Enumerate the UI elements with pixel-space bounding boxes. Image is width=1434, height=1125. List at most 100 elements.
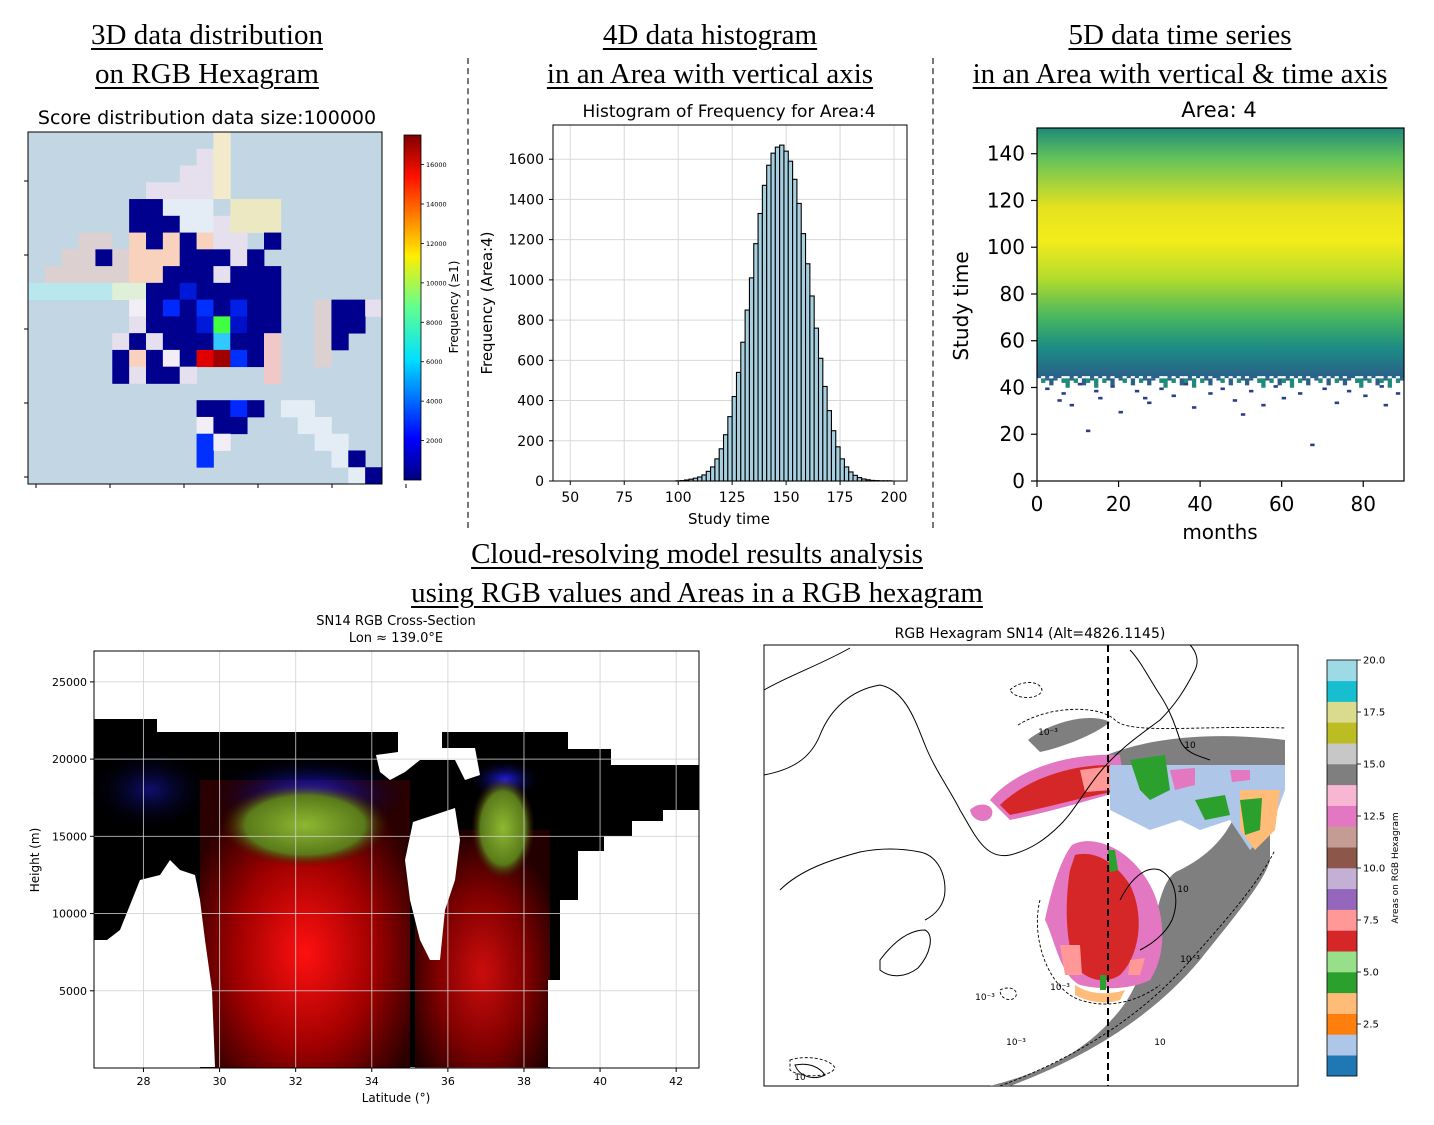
score-cell	[247, 400, 265, 418]
time-series-sparse-point	[1261, 403, 1266, 407]
time-series-sparse-point	[1310, 443, 1315, 447]
time-series-edge-gap	[1085, 376, 1091, 379]
score-cell	[129, 349, 147, 368]
score-cell	[162, 333, 181, 351]
cross-section-frame	[93, 650, 700, 1069]
score-cell	[146, 282, 164, 301]
hexagram-colorbar-tick-label: 20.0	[1363, 656, 1385, 667]
time-series-edge-gap	[1289, 376, 1294, 379]
time-series-sparse-point	[1395, 392, 1401, 395]
score-cell	[247, 349, 265, 368]
score-cell	[213, 266, 231, 284]
score-cell	[213, 299, 231, 317]
time-series-sparse-point	[1208, 392, 1213, 395]
time-series-edge-gap	[1318, 376, 1323, 379]
coastline-japan-1	[1119, 868, 1177, 951]
score-cell	[348, 299, 366, 317]
cross-section-x-tick-label: 42	[669, 1075, 683, 1088]
time-series-edge-cell	[1249, 378, 1254, 381]
score-cell	[179, 266, 197, 284]
score-cell	[331, 450, 349, 468]
time-series-edge-gap	[1081, 376, 1086, 379]
score-cell	[196, 282, 214, 301]
time-series-edge-cell	[1363, 378, 1368, 381]
score-cell	[162, 249, 181, 267]
score-cell	[230, 282, 248, 301]
cross-section-ylabel: Height (m)	[28, 828, 42, 893]
hexagram-map-contour-labels: 10⁻³ 10 10⁻³ 10 10 10⁻³ 10⁻³ 10 10⁻³	[794, 728, 1200, 1083]
time-series-edge-cell	[1375, 378, 1380, 386]
time-series-edge-cell	[1159, 378, 1164, 383]
histogram-y-tick-label: 1400	[508, 192, 544, 208]
coastline-japan-4	[1129, 649, 1211, 761]
time-series-sparse-points	[1045, 382, 1401, 447]
cross-section-x-tick-label: 40	[593, 1075, 607, 1088]
score-cell	[264, 349, 282, 368]
score-cell	[314, 433, 332, 451]
histogram-x-tick-label: 200	[881, 490, 908, 506]
score-cell	[247, 266, 265, 284]
score-cell	[78, 232, 96, 250]
heading-panel-2: 4D data histogram in an Area with vertic…	[470, 16, 950, 94]
time-series-sparse-point	[1220, 387, 1225, 391]
time-series-edge-gap	[1269, 376, 1274, 379]
score-colorbar-tick-label: 2000	[426, 437, 443, 445]
time-series-edge-gap	[1277, 376, 1282, 379]
score-colorbar-tick-label: 14000	[426, 201, 447, 209]
score-colorbar-tick-label: 6000	[426, 358, 443, 366]
time-series-edge-cell	[1289, 378, 1295, 388]
time-series-y-tick-label: 40	[1000, 375, 1025, 399]
score-cell	[314, 333, 332, 351]
time-series-edge-gap	[1236, 376, 1241, 379]
score-cell	[247, 282, 265, 301]
map-orange-south	[1075, 985, 1125, 1003]
histogram-frame	[552, 124, 908, 482]
score-cell	[230, 266, 248, 284]
time-series-sparse-point	[1232, 399, 1238, 402]
time-series-edge-gap	[1342, 376, 1347, 379]
score-colorbar-label: Frequency (≥1)	[447, 261, 461, 354]
time-series-sparse-point	[1061, 392, 1066, 395]
histogram-title: Histogram of Frequency for Area:4	[582, 102, 875, 122]
time-series-sparse-point	[1057, 399, 1062, 402]
time-series-edge-cell	[1367, 378, 1372, 383]
time-series-edge-cell	[1049, 378, 1054, 386]
score-cell	[213, 282, 231, 301]
cross-section-x-tick-label: 28	[136, 1075, 150, 1088]
score-cell	[146, 299, 164, 317]
hexagram-colorbar-swatch	[1327, 972, 1357, 994]
time-series-edge-gap	[1110, 376, 1115, 379]
time-series-edge-gap	[1375, 376, 1380, 379]
score-cell	[129, 232, 147, 250]
time-series-edge-cell	[1085, 378, 1091, 383]
cross-section-subtitle: Lon ≈ 139.0°E	[349, 631, 443, 646]
time-series-edge-cell	[1200, 378, 1205, 383]
histogram-y-tick-label: 600	[517, 353, 544, 369]
histogram-y-tick-label: 200	[517, 434, 544, 450]
time-series-sparse-point	[1281, 396, 1287, 400]
time-series-edge-cell	[1167, 378, 1172, 381]
time-series-edge-cell	[1314, 378, 1319, 381]
cross-section-green-plume-right	[471, 776, 535, 880]
score-cell	[146, 182, 164, 200]
score-cell	[162, 316, 181, 334]
histogram-x-tick-label: 150	[773, 490, 800, 506]
time-series-sparse-point	[1297, 392, 1303, 395]
time-series-edge-cell	[1346, 378, 1352, 381]
time-series-edge-cell	[1285, 378, 1291, 381]
score-cell	[196, 148, 214, 166]
score-cell	[95, 266, 113, 284]
contour-label: 10⁻³	[1006, 1038, 1026, 1048]
time-series-edge-cell	[1102, 378, 1107, 383]
time-series-edge-gap	[1244, 376, 1250, 379]
time-series-sparse-point	[1094, 389, 1099, 393]
time-series-x-tick-label: 80	[1350, 492, 1375, 516]
time-series-edge-cell	[1081, 378, 1087, 386]
heading-bottom: Cloud-resolving model results analysis u…	[297, 535, 1097, 613]
score-cell	[196, 165, 214, 183]
score-cell	[213, 165, 231, 183]
contour-small-1	[1009, 682, 1043, 698]
score-cell	[213, 199, 231, 217]
